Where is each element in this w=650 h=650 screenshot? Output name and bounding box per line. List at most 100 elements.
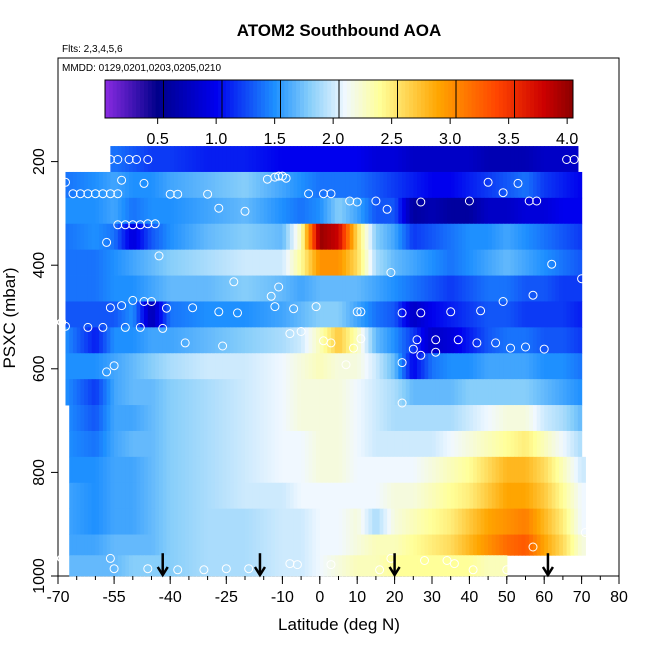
colorbar-swatch bbox=[452, 80, 457, 118]
heatmap-cell bbox=[327, 327, 332, 354]
colorbar-swatch bbox=[300, 80, 305, 118]
heatmap-cell bbox=[125, 555, 130, 577]
heatmap-cell bbox=[241, 197, 246, 225]
heatmap-cell bbox=[574, 197, 579, 225]
observation-point bbox=[528, 290, 538, 300]
x-tick-label: -25 bbox=[215, 589, 238, 606]
heatmap-cell bbox=[181, 555, 186, 577]
heatmap-cell bbox=[491, 555, 497, 577]
heatmap-cell bbox=[372, 508, 377, 535]
heatmap-cell bbox=[248, 379, 254, 406]
heatmap-cell bbox=[342, 197, 347, 225]
colorbar-swatch bbox=[362, 80, 367, 118]
heatmap-cell bbox=[304, 534, 310, 556]
heatmap-cell bbox=[278, 146, 283, 173]
heatmap-cell bbox=[488, 534, 493, 556]
heatmap-cell bbox=[349, 555, 355, 577]
heatmap-cell bbox=[402, 405, 407, 432]
heatmap-cell bbox=[432, 353, 437, 380]
heatmap-cell bbox=[69, 197, 74, 225]
heatmap-cell bbox=[230, 301, 235, 328]
heatmap-cell bbox=[69, 353, 74, 380]
heatmap-cell bbox=[218, 534, 224, 556]
heatmap-cell bbox=[409, 327, 414, 354]
heatmap-cell bbox=[480, 456, 485, 484]
heatmap-cell bbox=[331, 327, 336, 354]
heatmap-cell bbox=[323, 555, 328, 577]
heatmap-cell bbox=[368, 353, 373, 380]
observation-point bbox=[397, 358, 407, 368]
heatmap-cell bbox=[267, 508, 272, 535]
heatmap-cell bbox=[312, 379, 317, 406]
heatmap-cell bbox=[551, 405, 557, 432]
observation-point bbox=[408, 344, 418, 354]
heatmap-cell bbox=[87, 171, 93, 199]
heatmap-cell bbox=[342, 555, 347, 577]
heatmap-cell bbox=[454, 146, 459, 173]
heatmap-cell bbox=[140, 249, 145, 276]
heatmap-cell bbox=[192, 171, 197, 199]
heatmap-cell bbox=[566, 456, 571, 484]
heatmap-cell bbox=[566, 430, 571, 458]
heatmap-cell bbox=[387, 430, 392, 458]
heatmap-cell bbox=[417, 430, 422, 458]
heatmap-cell bbox=[514, 508, 519, 535]
heatmap-cell bbox=[233, 379, 239, 406]
heatmap-cell bbox=[99, 249, 104, 276]
heatmap-cell bbox=[360, 275, 366, 302]
colorbar-swatch bbox=[116, 80, 122, 118]
heatmap-cell bbox=[188, 482, 194, 510]
heatmap-cell bbox=[551, 456, 557, 484]
heatmap-cell bbox=[439, 430, 444, 458]
heatmap-cell bbox=[181, 171, 186, 199]
heatmap-cell bbox=[334, 405, 340, 432]
heatmap-cell bbox=[237, 405, 242, 432]
heatmap-cell bbox=[293, 405, 298, 432]
heatmap-cell bbox=[390, 379, 396, 406]
colorbar-tick-label: 3.0 bbox=[439, 131, 461, 148]
heatmap-cell bbox=[222, 327, 227, 354]
heatmap-cell bbox=[544, 405, 549, 432]
heatmap-cell bbox=[207, 249, 212, 276]
heatmap-cell bbox=[177, 275, 183, 302]
heatmap-cell bbox=[102, 327, 108, 354]
heatmap-cell bbox=[435, 171, 441, 199]
heatmap-cell bbox=[125, 405, 130, 432]
heatmap-cell bbox=[432, 456, 437, 484]
heatmap-cell bbox=[424, 353, 429, 380]
heatmap-cell bbox=[334, 456, 340, 484]
heatmap-cell bbox=[521, 301, 527, 328]
heatmap-cell bbox=[129, 379, 134, 406]
heatmap-cell bbox=[506, 327, 512, 354]
heatmap-cell bbox=[136, 555, 141, 577]
heatmap-cell bbox=[256, 456, 261, 484]
heatmap-cell bbox=[476, 555, 482, 577]
heatmap-cell bbox=[342, 275, 347, 302]
heatmap-cell bbox=[375, 534, 381, 556]
heatmap-cell bbox=[353, 327, 358, 354]
heatmap-cell bbox=[211, 146, 216, 173]
observation-point bbox=[266, 291, 276, 301]
arrow-head bbox=[541, 566, 555, 578]
heatmap-cell bbox=[473, 534, 478, 556]
heatmap-cell bbox=[417, 301, 422, 328]
heatmap-cell bbox=[465, 534, 470, 556]
heatmap-cell bbox=[106, 482, 111, 510]
heatmap-cell bbox=[278, 430, 283, 458]
heatmap-cell bbox=[334, 301, 340, 328]
heatmap-cell bbox=[252, 146, 257, 173]
heatmap-cell bbox=[360, 405, 366, 432]
heatmap-cell bbox=[211, 508, 216, 535]
heatmap-cell bbox=[338, 223, 343, 251]
heatmap-cell bbox=[170, 171, 175, 199]
heatmap-cell bbox=[158, 327, 164, 354]
heatmap-cell bbox=[181, 534, 186, 556]
heatmap-cell bbox=[383, 508, 388, 535]
heatmap-cell bbox=[570, 223, 575, 251]
heatmap-cell bbox=[308, 405, 313, 432]
colorbar-swatch bbox=[307, 80, 313, 118]
x-tick-label: -40 bbox=[159, 589, 182, 606]
heatmap-cell bbox=[237, 555, 242, 577]
heatmap-cell bbox=[80, 405, 85, 432]
heatmap-cell bbox=[241, 508, 246, 535]
